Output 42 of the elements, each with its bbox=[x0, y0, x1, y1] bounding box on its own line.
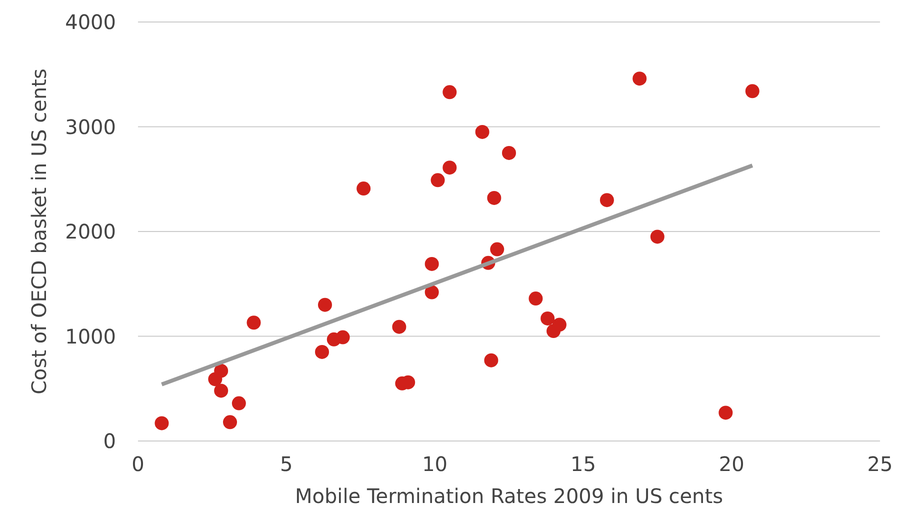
point bbox=[424, 256, 439, 271]
x-tick-label: 5 bbox=[280, 452, 293, 476]
point bbox=[540, 311, 555, 326]
point bbox=[430, 173, 445, 188]
y-tick-label: 1000 bbox=[65, 324, 116, 348]
point bbox=[392, 320, 406, 334]
y-tick-label: 2000 bbox=[65, 220, 116, 244]
x-tick-label: 0 bbox=[132, 452, 144, 476]
point bbox=[154, 416, 169, 430]
point bbox=[745, 84, 760, 98]
point bbox=[502, 146, 516, 160]
point bbox=[718, 406, 733, 420]
point bbox=[232, 396, 246, 410]
point bbox=[490, 242, 504, 256]
point bbox=[600, 193, 614, 208]
point bbox=[484, 353, 498, 368]
x-tick-label: 10 bbox=[422, 452, 448, 476]
point bbox=[552, 318, 566, 332]
point bbox=[632, 72, 647, 86]
x-axis-title: Mobile Termination Rates 2009 in US cents bbox=[294, 484, 724, 508]
point bbox=[246, 316, 261, 330]
x-tick-label: 15 bbox=[570, 452, 596, 476]
point bbox=[487, 190, 502, 205]
point bbox=[318, 298, 332, 312]
point bbox=[214, 364, 228, 378]
point bbox=[528, 292, 543, 306]
point bbox=[475, 124, 490, 139]
point bbox=[315, 344, 330, 359]
y-tick-label: 3000 bbox=[65, 114, 116, 139]
point bbox=[424, 285, 439, 300]
point bbox=[650, 230, 664, 244]
y-axis-title: Cost of OECD basket in US cents bbox=[27, 68, 51, 394]
y-tick-label: 4000 bbox=[65, 10, 116, 34]
x-tick-label: 25 bbox=[867, 452, 893, 476]
point bbox=[214, 384, 228, 398]
point bbox=[223, 415, 238, 430]
y-tick-label: 0 bbox=[103, 429, 116, 453]
x-tick-label: 20 bbox=[718, 452, 744, 476]
point bbox=[356, 182, 371, 196]
point bbox=[442, 85, 457, 100]
point bbox=[336, 330, 350, 344]
point bbox=[442, 160, 457, 175]
